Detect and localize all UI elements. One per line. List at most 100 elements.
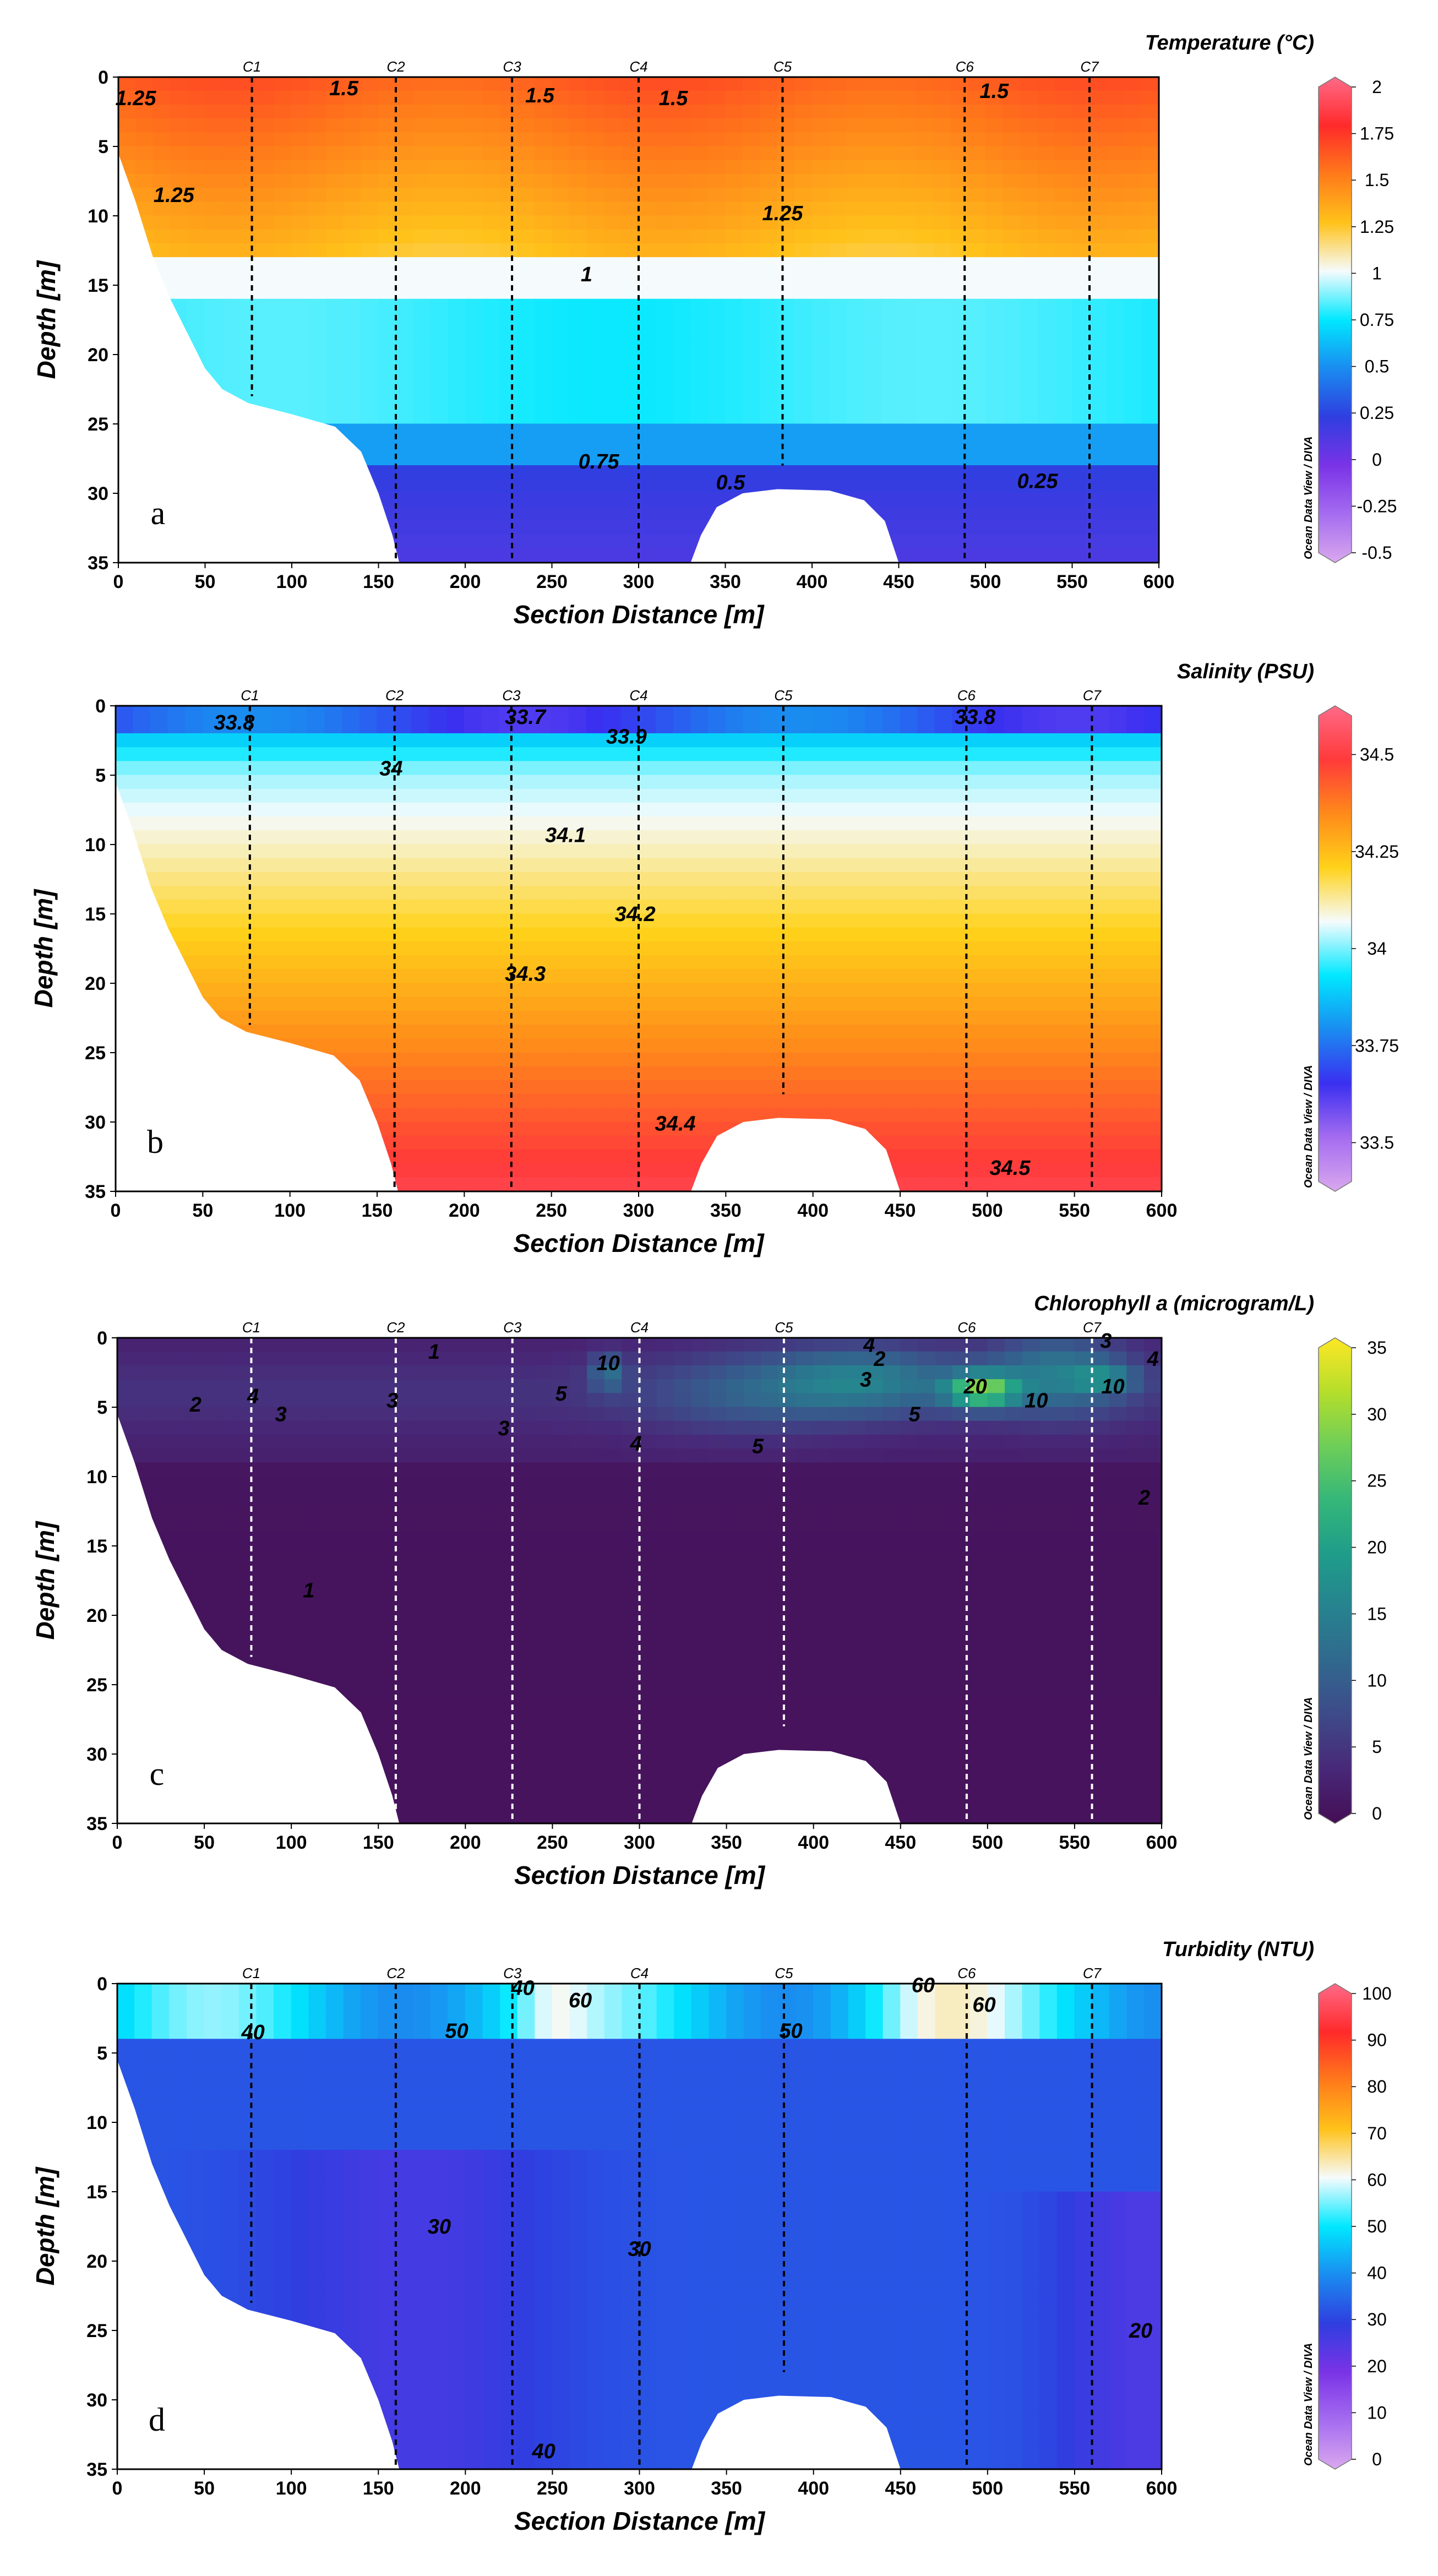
field-cell [516,1177,535,1192]
field-cell [482,872,500,887]
field-cell [551,1011,569,1026]
field-cell [796,803,814,818]
field-cell [639,216,657,231]
field-cell [743,706,761,721]
field-cell [535,285,553,300]
field-cell [274,257,292,272]
field-cell [708,886,726,901]
field-cell [1124,507,1142,522]
field-cell [361,313,379,328]
field-cell [621,326,639,341]
field-cell [464,1122,482,1137]
contour-label: 1 [581,263,592,286]
field-cell [257,257,275,272]
field-cell [586,1080,604,1095]
field-cell [446,1011,465,1026]
field-cell [1039,1025,1058,1039]
field-cell [812,438,830,453]
field-cell [1144,830,1162,845]
field-cell [656,285,674,300]
field-cell [431,493,449,508]
field-cell [1109,983,1127,998]
field-cell [1109,1136,1127,1151]
field-cell [1039,747,1058,762]
field-cell [1092,1038,1110,1053]
field-cell [794,340,813,355]
field-cell [969,1122,988,1137]
field-cell [552,368,570,383]
field-cell [864,271,882,286]
field-cell [935,1122,953,1137]
field-cell [830,858,848,873]
field-cell [412,775,430,790]
field-cell [377,983,395,998]
contour-label: 1.5 [979,80,1009,103]
field-cell [482,969,500,984]
field-cell [743,1038,761,1053]
field-cell [204,1365,222,1380]
field-cell [726,1011,744,1026]
field-cell [639,201,657,216]
field-cell [221,1393,239,1408]
field-cell [673,160,691,175]
field-cell [499,1177,517,1192]
field-cell [969,1066,988,1081]
field-cell [725,216,743,231]
field-cell [1074,1038,1092,1053]
field-cell [569,1066,587,1081]
field-cell [935,886,953,901]
field-cell [1109,845,1127,859]
field-cell [1092,830,1110,845]
field-cell [204,1532,222,1546]
field-cell [673,816,691,831]
field-cell [864,451,882,466]
field-cell [1037,410,1055,424]
field-cell [256,1601,274,1616]
field-cell [812,313,830,328]
field-cell [796,845,814,859]
field-cell [673,858,691,873]
field-cell [829,410,847,424]
field-cell [1037,493,1055,508]
field-cell [396,451,414,466]
field-cell [1055,521,1073,536]
field-cell [307,969,325,984]
x-tick-label: 550 [1056,571,1088,592]
field-cell [1107,410,1125,424]
field-cell [292,105,310,119]
field-cell [378,1712,396,1727]
field-cell [361,410,379,424]
field-cell [552,424,570,439]
field-cell [377,1080,395,1095]
station-label-c5: C5 [774,58,792,75]
field-cell [255,941,273,956]
field-cell [1022,803,1040,818]
field-cell [691,983,709,998]
colorbar-tick-label: -0.25 [1357,496,1397,516]
field-cell [1124,326,1142,341]
field-cell [378,1421,396,1436]
field-cell [378,1504,396,1519]
field-cell [987,1053,1005,1068]
field-cell [690,396,709,411]
field-cell [394,845,412,859]
field-cell [933,410,951,424]
field-cell [551,1108,569,1123]
field-cell [586,1066,604,1081]
field-cell [446,1150,465,1164]
field-cell [726,747,744,762]
field-cell [604,188,622,203]
field-cell [361,118,379,133]
field-cell [326,1462,344,1477]
field-cell [691,914,709,929]
field-cell [898,285,917,300]
field-cell [394,803,412,818]
field-cell [394,733,412,748]
field-cell [743,188,761,203]
field-cell [690,285,709,300]
field-cell [883,1053,901,1068]
field-cell [431,479,449,494]
field-cell [378,355,396,369]
field-cell [726,858,744,873]
field-cell [796,761,814,776]
